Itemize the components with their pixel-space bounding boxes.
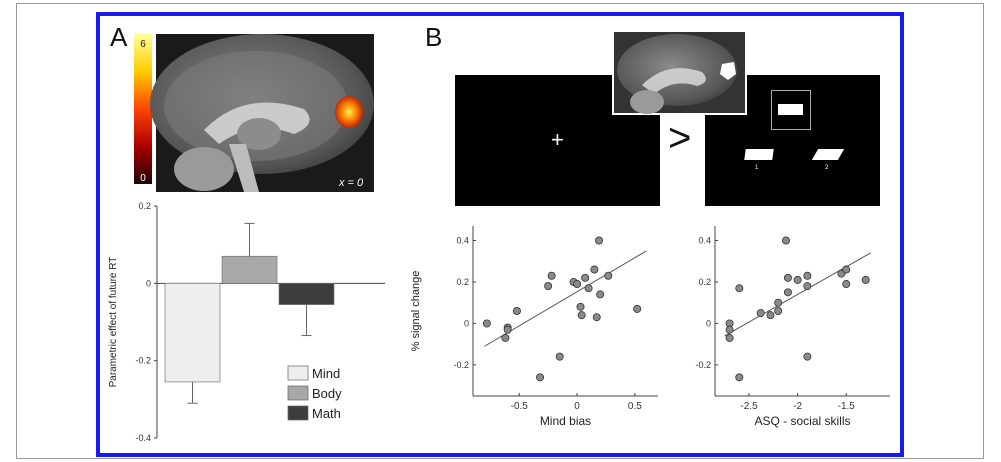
scatter-point	[595, 236, 604, 245]
regression-line	[724, 252, 871, 337]
scatter-x-tick-label: -2	[793, 401, 802, 412]
scatter-y-tick-label: 0.2	[456, 277, 469, 287]
scatter-point	[576, 302, 585, 311]
scatter-point	[573, 280, 582, 289]
panel-b-label: B	[425, 22, 443, 52]
scatter-point	[842, 265, 851, 274]
scatter-point	[512, 307, 521, 316]
scatter-point	[861, 275, 870, 284]
scatter-point	[781, 236, 790, 245]
scatter-point	[596, 290, 605, 299]
bar-y-tick-label: -0.2	[135, 356, 151, 366]
scatter-point	[803, 271, 812, 280]
scatter-point	[604, 271, 613, 280]
scatter-point	[544, 282, 553, 291]
target-frame	[771, 90, 811, 130]
scatter-asq-social: -0.2 0 0.2 0.4 -2.5 -2 -1.5 ASQ - social skills	[695, 226, 890, 428]
scatter-y-tick-label: 0.2	[698, 277, 711, 287]
scatter-point	[783, 273, 792, 282]
scatter-point	[590, 265, 599, 274]
scatter-x-tick-label: -2.5	[740, 401, 758, 412]
scatter-point	[803, 282, 812, 291]
colorbar-max-label: 6	[140, 39, 146, 50]
scatter-y-tick-label: -0.2	[453, 360, 469, 370]
legend-label-body: Body	[312, 386, 342, 401]
bar-mind	[164, 282, 221, 383]
colorbar-min-label: 0	[140, 173, 146, 184]
scatter-y-tick-label: 0	[706, 318, 711, 328]
scatter-point	[783, 288, 792, 297]
option-2-shape	[811, 149, 845, 160]
scatter-mind-bias: -0.2 0 0.2 0.4 -0.5 0 0.5 Mind bias % signal cha…	[410, 226, 658, 428]
scatter-point	[503, 325, 512, 334]
scatter-point	[555, 352, 564, 361]
scatter-x-tick-label: -0.5	[511, 401, 529, 412]
scatter-point	[774, 307, 783, 316]
legend-swatch-math	[287, 405, 309, 421]
scatter-x-axis-label: ASQ - social skills	[754, 414, 850, 428]
legend-label-math: Math	[312, 406, 341, 421]
fixation-cross: +	[551, 127, 564, 152]
activation-blob	[335, 96, 363, 128]
legend-label-mind: Mind	[312, 366, 340, 381]
bar-y-tick-label: 0.2	[138, 201, 151, 211]
bar-y-axis-label: Parametric effect of future RT	[108, 257, 119, 388]
scatter-y-tick-label: 0.4	[698, 236, 711, 246]
scatter-point	[842, 280, 851, 289]
bar-body	[221, 255, 278, 284]
inset-activation	[720, 62, 736, 80]
scatter-y-tick-label: 0	[464, 318, 469, 328]
scatter-point	[735, 373, 744, 382]
target-shape	[778, 104, 803, 115]
scatter-point	[793, 275, 802, 284]
scatter-point	[577, 311, 586, 320]
scatter-point	[756, 309, 765, 318]
option-2-label: 2	[825, 165, 829, 171]
scatter-point	[774, 298, 783, 307]
scatter-point	[547, 271, 556, 280]
legend-swatch-mind	[287, 365, 309, 381]
scatter-point	[482, 319, 491, 328]
scatter-x-tick-label: 0	[574, 401, 580, 412]
bar-y-tick-label: -0.4	[135, 433, 151, 443]
scatter-x-tick-label: 0.5	[628, 401, 642, 412]
legend-swatch-body	[287, 385, 309, 401]
scatter-point	[592, 313, 601, 322]
scatter-point	[536, 373, 545, 382]
scatter-x-tick-label: -1.5	[838, 401, 856, 412]
scatter-point	[633, 304, 642, 313]
brain-sagittal-image: 6 0 x = 0	[134, 34, 374, 192]
option-1-shape	[744, 149, 774, 160]
scatter-y-axis-label: % signal change	[410, 271, 422, 352]
colorbar	[134, 34, 152, 184]
scatter-point	[584, 284, 593, 293]
scatter-point	[766, 311, 775, 320]
contrast-symbol: >	[668, 116, 692, 160]
option-1-label: 1	[755, 165, 759, 171]
bar-math	[278, 282, 335, 305]
brain-inset-image	[612, 30, 747, 115]
bar-y-tick-label: 0	[146, 278, 151, 288]
scatter-x-axis-label: Mind bias	[540, 414, 591, 428]
scatter-y-tick-label: -0.2	[695, 360, 711, 370]
scatter-point	[581, 273, 590, 282]
scatter-y-tick-label: 0.4	[456, 236, 469, 246]
scatter-point	[803, 352, 812, 361]
scatter-point	[735, 284, 744, 293]
panel-a-label: A	[110, 22, 128, 52]
scatter-point	[725, 333, 734, 342]
scatter-point	[501, 333, 510, 342]
slice-coordinate-label: x = 0	[338, 177, 364, 189]
bar-chart: 0.2 0 -0.2 -0.4 Parametric effect of future …	[108, 201, 385, 443]
scatter-point	[725, 325, 734, 334]
